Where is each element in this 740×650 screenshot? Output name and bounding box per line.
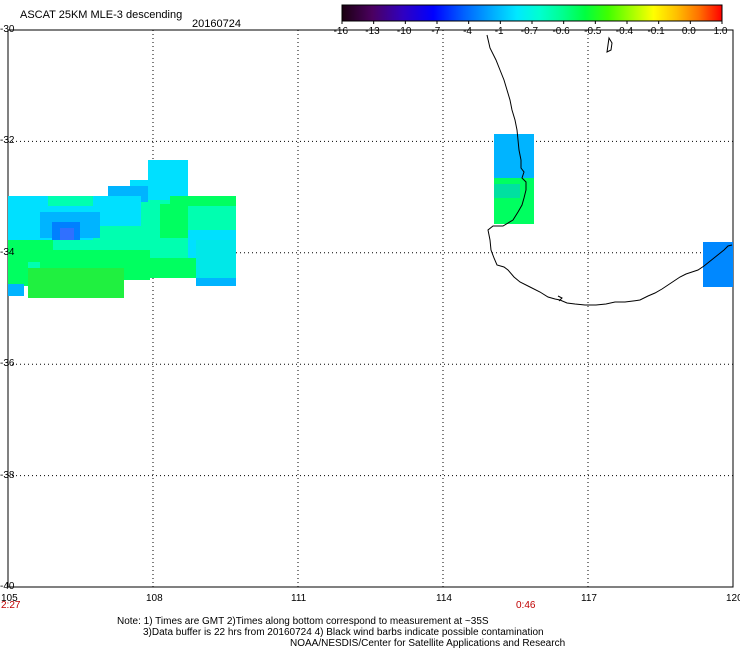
swath-cell: [60, 228, 74, 240]
colorbar-tick-label: -0.7: [520, 26, 539, 37]
colorbar-tick-label: -7: [431, 26, 441, 37]
footer-credit: NOAA/NESDIS/Center for Satellite Applica…: [290, 638, 566, 649]
colorbar-tick-label: -0.4: [615, 26, 634, 37]
swath-cell: [196, 278, 236, 286]
swath-cell: [8, 262, 28, 286]
colorbar-tick-label: -10: [396, 26, 412, 37]
colorbar-tick-label: 0.0: [681, 26, 696, 37]
swath-cell: [93, 196, 141, 226]
colorbar: [341, 4, 723, 24]
swath-cell: [703, 242, 733, 287]
longitude-label: 117: [581, 593, 597, 604]
longitude-label: 114: [436, 593, 452, 604]
colorbar-tick-label: -1: [494, 26, 504, 37]
time-label-left: 2:27: [1, 600, 21, 611]
colorbar-tick-label: -4: [463, 26, 472, 37]
longitude-label: 105: [1, 593, 18, 604]
latitude-label: -34: [0, 246, 15, 258]
longitude-label: 108: [146, 593, 163, 604]
colorbar-tick-label: -0.6: [552, 26, 570, 37]
latitude-label: -40: [0, 581, 15, 592]
lat-lon-grid: [7, 29, 734, 588]
product-date: 20160724: [192, 18, 241, 30]
footer-note-2: 3)Data buffer is 22 hrs from 20160724 4)…: [143, 627, 544, 638]
swath-cell: [494, 134, 534, 178]
swath-cell: [150, 258, 196, 278]
product-title: ASCAT 25KM MLE-3 descending: [20, 9, 183, 21]
latitude-label: -36: [0, 358, 15, 370]
longitude-label: 111: [291, 593, 307, 604]
island-outline: [606, 36, 613, 53]
swath-cell: [494, 184, 520, 198]
time-label-right: 0:46: [516, 600, 536, 611]
colorbar-tick-label: 1.0: [713, 26, 728, 37]
coastline: [486, 34, 733, 306]
australia-coastline: [486, 34, 733, 306]
swath-cell: [170, 196, 236, 206]
swath-cell: [188, 206, 236, 230]
swath-cell: [28, 268, 124, 298]
map-frame: [7, 29, 734, 588]
colorbar-tick-label: -13: [365, 26, 380, 37]
swath-cell: [196, 240, 236, 278]
wind-swath: [8, 134, 733, 298]
coastline-inlet: [557, 295, 563, 302]
latitude-label: -38: [0, 469, 15, 481]
longitude-label: 120: [726, 593, 740, 604]
latitude-label: -32: [0, 135, 15, 147]
swath-cell: [8, 284, 24, 296]
latitude-label: -30: [0, 24, 15, 35]
colorbar-tick-label: -16: [333, 26, 349, 37]
footer-note-1: Note: 1) Times are GMT 2)Times along bot…: [117, 616, 489, 627]
colorbar-tick-label: -0.5: [584, 26, 602, 37]
colorbar-tick-label: -0.1: [647, 26, 665, 37]
colorbar-gradient: [341, 4, 723, 22]
